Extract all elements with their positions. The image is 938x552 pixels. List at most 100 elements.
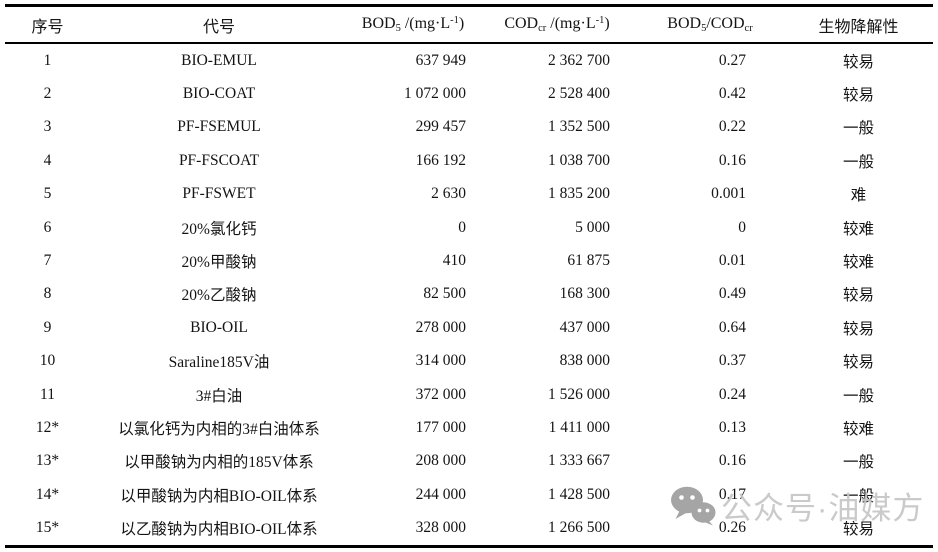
cell-biodegradability: 较易	[842, 521, 874, 539]
cell-bod5-codcr-ratio: 0.24	[718, 385, 746, 403]
table-row: 1 BIO-EMUL 637 949 2 362 700 0.27 较易	[5, 43, 933, 77]
cell-code: PF-FSEMUL	[177, 118, 261, 136]
cell-index: 2	[43, 85, 52, 103]
cell-code: PF-FSWET	[182, 185, 256, 203]
cell-codcr: 168 300	[559, 285, 610, 303]
cell-codcr: 1 038 700	[548, 151, 610, 169]
column-header-codcr: CODcr /(mg·L-1)	[478, 5, 636, 44]
cell-biodegradability: 较易	[842, 87, 874, 105]
cell-codcr: 2 362 700	[548, 51, 610, 69]
cell-code: PF-FSCOAT	[178, 151, 260, 169]
cell-index: 13*	[35, 452, 60, 470]
cell-biodegradability: 一般	[842, 454, 874, 472]
cell-biodegradability: 一般	[842, 120, 874, 138]
cell-codcr: 1 835 200	[548, 185, 610, 203]
table-header-row: 序号 代号 BOD5 /(mg·L-1) CODcr /(mg·L-1) BOD5/CO…	[5, 5, 933, 44]
cell-code: 以甲酸钠为内相的185V体系	[124, 454, 314, 472]
cell-bod5: 177 000	[415, 418, 466, 436]
cell-biodegradability: 一般	[842, 487, 874, 505]
cell-code: 20%氯化钙	[181, 220, 257, 238]
cell-bod5-codcr-ratio: 0.49	[718, 285, 746, 303]
table-row: 14* 以甲酸钠为内相BIO-OIL体系 244 000 1 428 500 0.17 一…	[5, 478, 933, 511]
cell-codcr: 1 526 000	[548, 385, 610, 403]
cell-biodegradability: 较难	[842, 254, 874, 272]
table-row: 9 BIO-OIL 278 000 437 000 0.64 较易	[5, 311, 933, 344]
cell-bod5-codcr-ratio: 0.16	[718, 151, 746, 169]
cell-bod5-codcr-ratio: 0.37	[718, 352, 746, 370]
cell-code: 以氯化钙为内相的3#白油体系	[118, 420, 320, 438]
cell-bod5: 299 457	[415, 118, 466, 136]
cell-bod5-codcr-ratio: 0.16	[718, 452, 746, 470]
cell-bod5-codcr-ratio: 0.22	[718, 118, 746, 136]
cell-index: 6	[43, 218, 52, 236]
cell-bod5: 0	[458, 218, 466, 236]
cell-biodegradability: 较易	[842, 287, 874, 305]
cell-index: 14*	[35, 485, 60, 503]
cell-biodegradability: 较易	[842, 354, 874, 372]
table-row: 6 20%氯化钙 0 5 000 0 较难	[5, 211, 933, 244]
cell-bod5-codcr-ratio: 0.01	[718, 252, 746, 270]
cell-bod5: 1 072 000	[404, 85, 466, 103]
wechat-icon	[671, 486, 716, 525]
cell-index: 8	[43, 285, 52, 303]
cell-code: 20%乙酸钠	[181, 287, 257, 305]
cell-bod5-codcr-ratio: 0.64	[718, 318, 746, 336]
cell-bod5: 278 000	[415, 318, 466, 336]
table-row: 12* 以氯化钙为内相的3#白油体系 177 000 1 411 000 0.13 较难	[5, 411, 933, 444]
table-row: 13* 以甲酸钠为内相的185V体系 208 000 1 333 667 0.16 一般	[5, 445, 933, 478]
cell-bod5-codcr-ratio: 0.13	[718, 418, 746, 436]
cell-index: 5	[43, 185, 52, 203]
table-row: 8 20%乙酸钠 82 500 168 300 0.49 较易	[5, 278, 933, 311]
column-header-bod5: BOD5 /(mg·L-1)	[348, 5, 478, 44]
column-header-index: 序号	[5, 5, 90, 44]
cell-codcr: 437 000	[559, 318, 610, 336]
cell-index: 4	[43, 151, 52, 169]
cell-bod5: 244 000	[415, 485, 466, 503]
cell-bod5: 372 000	[415, 385, 466, 403]
cell-bod5: 410	[442, 252, 466, 270]
cell-bod5-codcr-ratio: 0.26	[718, 519, 746, 537]
cell-code: 20%甲酸钠	[181, 254, 257, 272]
table-row: 2 BIO-COAT 1 072 000 2 528 400 0.42 较易	[5, 77, 933, 110]
cell-bod5: 208 000	[415, 452, 466, 470]
cell-codcr: 61 875	[567, 252, 610, 270]
cell-biodegradability: 较易	[842, 320, 874, 338]
table-row: 5 PF-FSWET 2 630 1 835 200 0.001 难	[5, 178, 933, 211]
cell-codcr: 1 411 000	[548, 418, 610, 436]
cell-biodegradability: 一般	[842, 387, 874, 405]
cell-code: BIO-COAT	[182, 85, 256, 103]
cell-biodegradability: 难	[850, 187, 867, 205]
table-row: 3 PF-FSEMUL 299 457 1 352 500 0.22 一般	[5, 111, 933, 144]
cell-code: 以甲酸钠为内相BIO-OIL体系	[120, 487, 318, 505]
table-row: 15* 以乙酸钠为内相BIO-OIL体系 328 000 1 266 500 0.26 较…	[5, 511, 933, 546]
watermark-text: 公众号·油媒方	[721, 491, 925, 526]
table-row: 7 20%甲酸钠 410 61 875 0.01 较难	[5, 244, 933, 277]
table-row: 4 PF-FSCOAT 166 192 1 038 700 0.16 一般	[5, 144, 933, 177]
cell-codcr: 1 266 500	[548, 519, 610, 537]
cell-bod5-codcr-ratio: 0.27	[718, 51, 746, 69]
cell-index: 11	[40, 385, 55, 403]
cell-index: 9	[43, 318, 52, 336]
cell-bod5: 2 630	[431, 185, 466, 203]
cell-index: 15*	[35, 519, 60, 537]
column-header-bod5-codcr-ratio: BOD5/CODcr	[636, 5, 784, 44]
cell-index: 3	[43, 118, 52, 136]
biodegradability-table: 序号 代号 BOD5 /(mg·L-1) CODcr /(mg·L-1) BOD5/CO…	[5, 4, 933, 548]
watermark: 公众号·油媒方	[670, 483, 924, 528]
cell-code: BIO-OIL	[190, 318, 248, 336]
cell-codcr: 1 352 500	[548, 118, 610, 136]
cell-biodegradability: 较易	[842, 53, 874, 71]
cell-bod5: 637 949	[415, 51, 466, 69]
cell-codcr: 1 428 500	[548, 485, 610, 503]
cell-code: 3#白油	[195, 387, 243, 405]
cell-index: 7	[43, 252, 52, 270]
cell-codcr: 5 000	[575, 218, 610, 236]
cell-bod5-codcr-ratio: 0.001	[711, 185, 746, 203]
cell-code: 以乙酸钠为内相BIO-OIL体系	[120, 521, 318, 539]
cell-index: 12*	[35, 418, 60, 436]
cell-index: 10	[39, 352, 56, 370]
cell-code: Saraline185V油	[168, 354, 270, 372]
table-row: 11 3#白油 372 000 1 526 000 0.24 一般	[5, 378, 933, 411]
cell-code: BIO-EMUL	[181, 51, 257, 69]
